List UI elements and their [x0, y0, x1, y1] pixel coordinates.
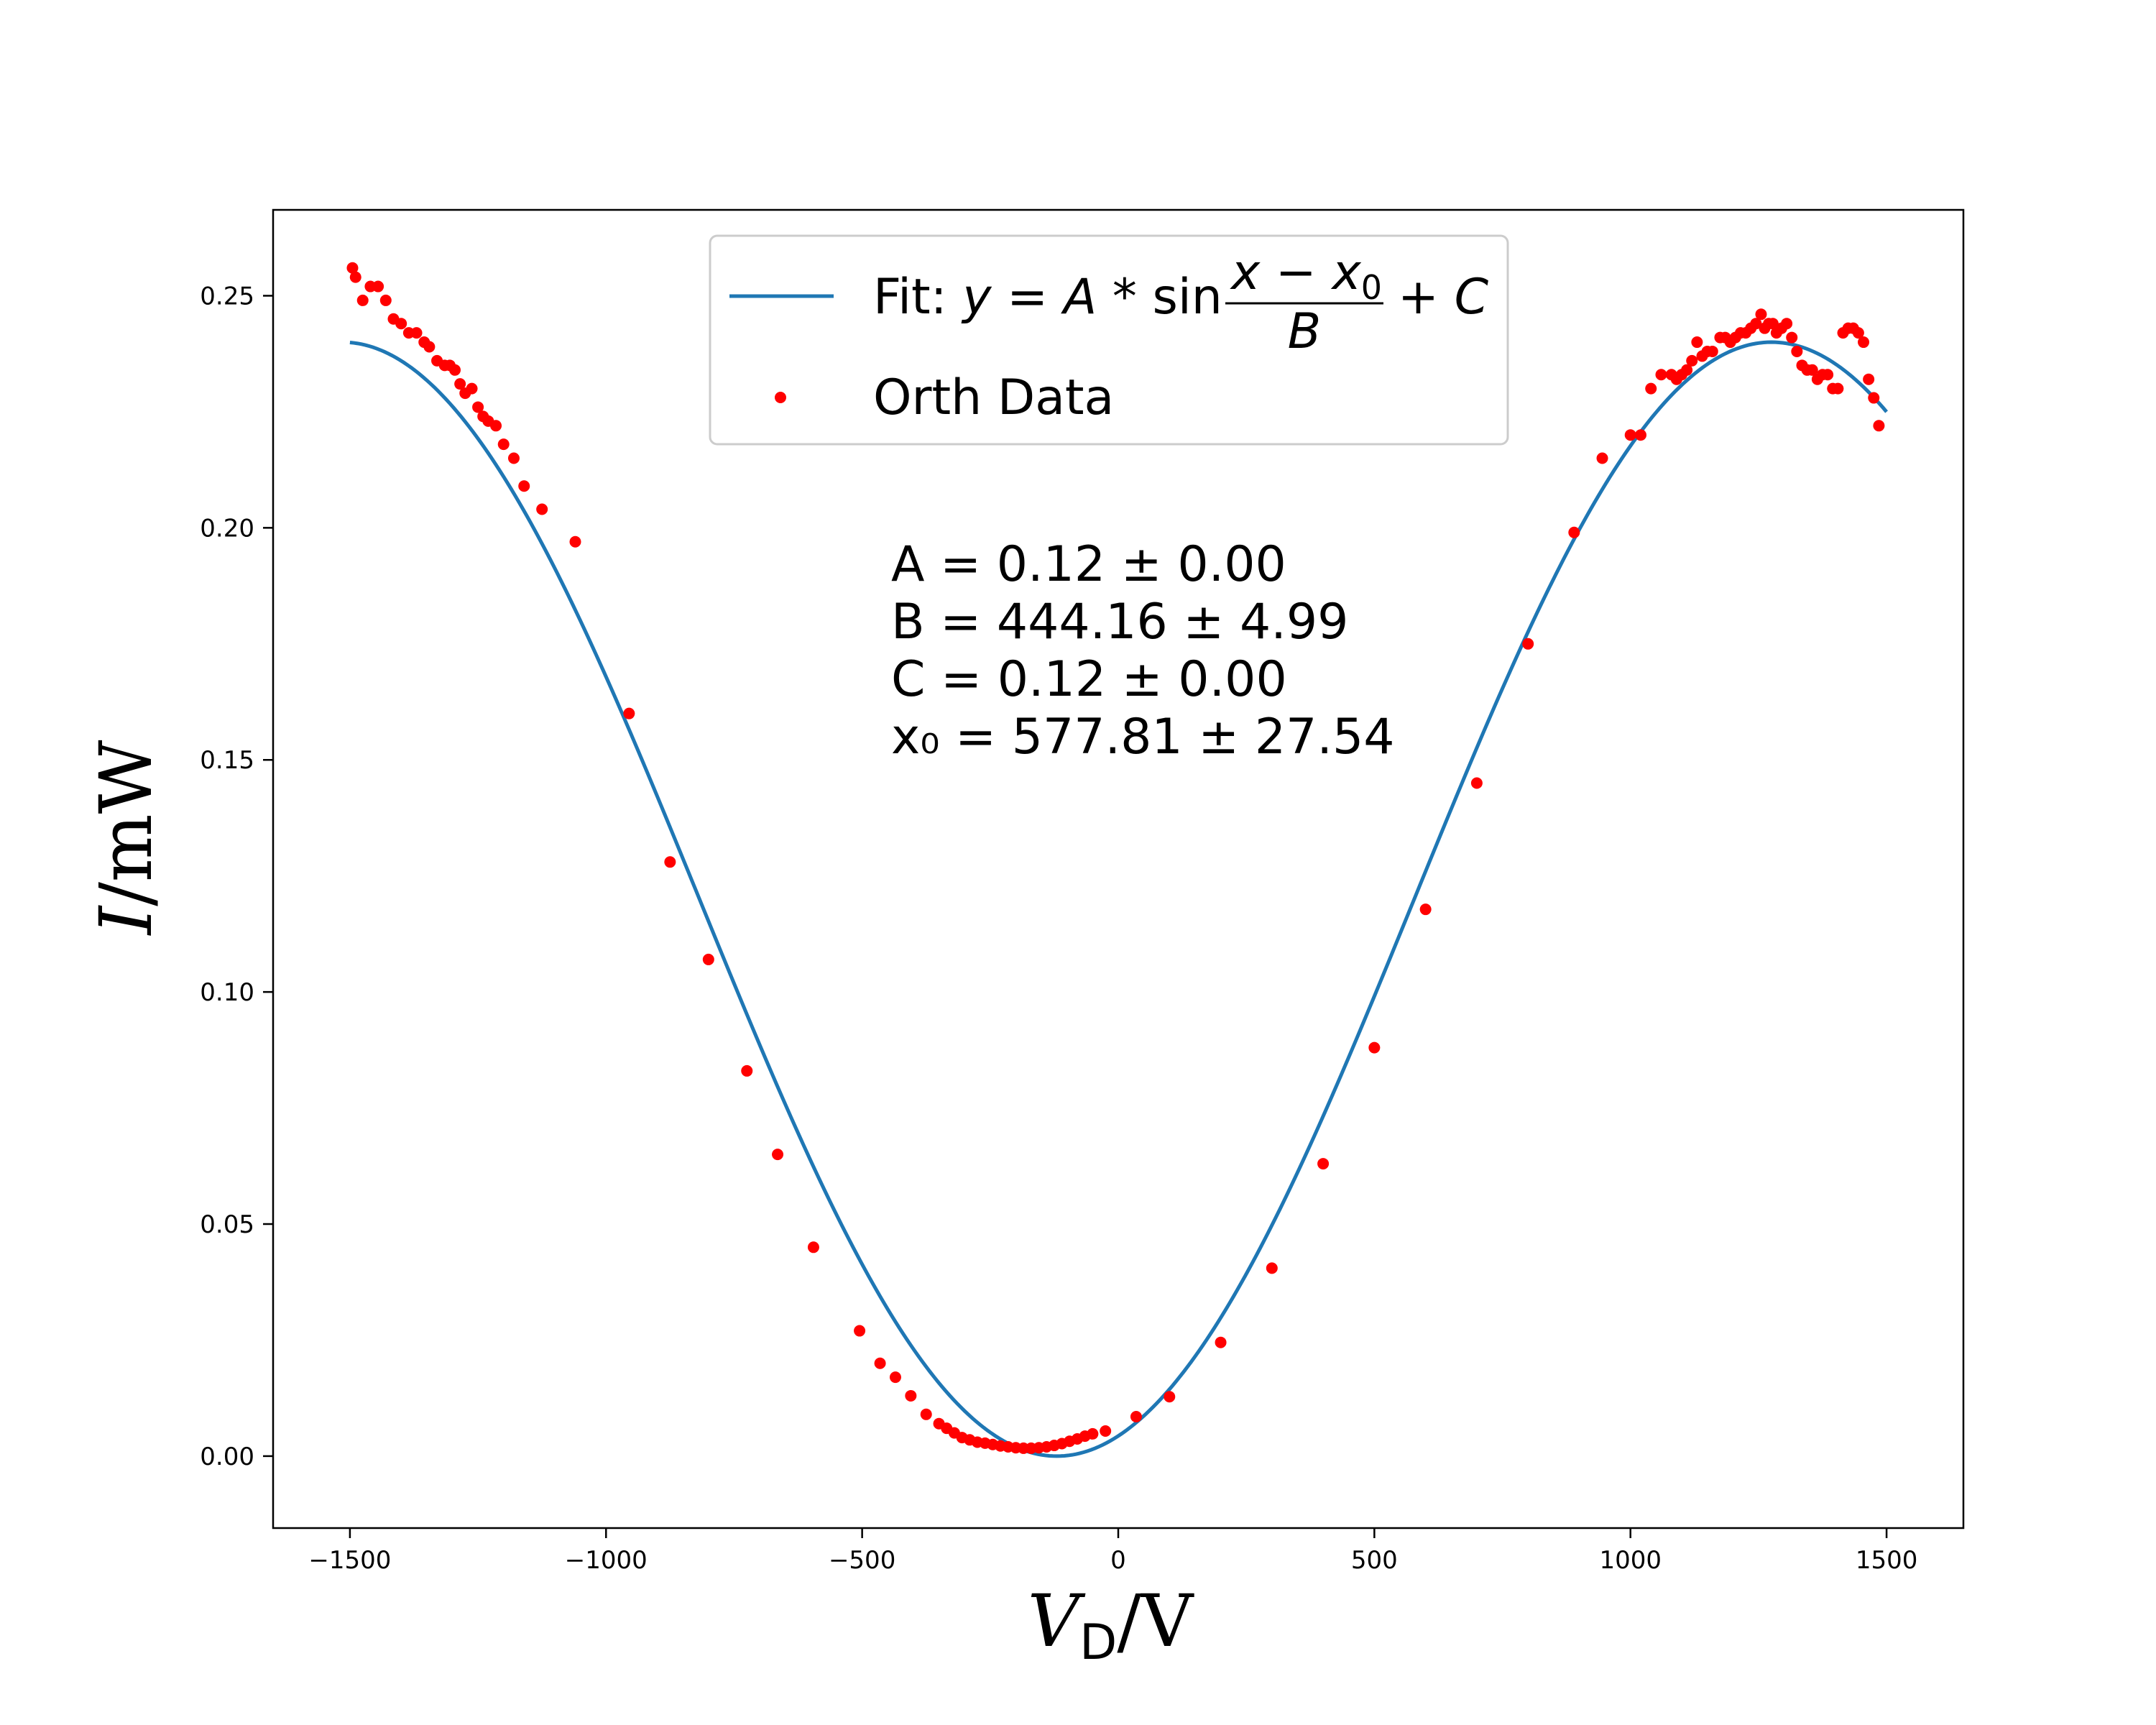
data-point — [1645, 382, 1657, 395]
data-point — [349, 271, 361, 283]
legend-data-label: Orth Data — [873, 369, 1114, 426]
data-point — [372, 280, 384, 293]
data-point — [1852, 327, 1864, 339]
legend-box — [709, 234, 1509, 446]
data-point — [1786, 331, 1798, 344]
y-tick-label: 0.10 — [200, 978, 254, 1007]
data-point — [395, 318, 407, 330]
legend-fit-fraction: x − x0 B — [1225, 244, 1383, 360]
svg-text:B: B — [1288, 303, 1322, 360]
data-point — [466, 382, 478, 395]
fit-curve-line — [349, 340, 1888, 1458]
data-point — [1686, 354, 1698, 367]
data-point — [454, 378, 466, 390]
data-point — [1470, 777, 1483, 789]
y-tick-label: 0.15 — [200, 746, 254, 775]
data-point — [1522, 638, 1534, 650]
legend-fit-label: Fit: y = A * sin — [873, 269, 1222, 326]
data-point — [1691, 336, 1703, 349]
y-tick-label: 0.25 — [200, 282, 254, 310]
data-point — [1596, 452, 1608, 464]
data-point — [1634, 429, 1646, 441]
x-tick-label: −500 — [829, 1546, 895, 1575]
data-point — [874, 1357, 886, 1369]
data-point — [379, 294, 392, 306]
data-point — [356, 294, 369, 306]
data-point — [1655, 369, 1667, 381]
y-axis-ticks: 0.00 0.05 0.10 0.15 0.20 0.25 — [200, 282, 273, 1471]
data-point — [664, 856, 676, 868]
data-point — [1873, 420, 1885, 432]
data-point — [1832, 382, 1844, 395]
data-point — [1087, 1427, 1099, 1440]
data-point — [472, 401, 484, 413]
x-tick-label: 500 — [1351, 1546, 1398, 1575]
data-point — [1755, 308, 1767, 321]
data-point — [905, 1389, 917, 1402]
data-point — [1164, 1391, 1176, 1403]
data-point — [410, 327, 423, 339]
data-point — [854, 1325, 866, 1337]
data-point — [702, 953, 714, 965]
y-axis-label: I/mW — [84, 740, 168, 936]
data-point — [1806, 364, 1818, 376]
data-point — [1681, 364, 1693, 376]
data-point — [1368, 1041, 1381, 1054]
data-point — [1822, 369, 1834, 381]
data-point — [623, 707, 635, 719]
data-point — [889, 1371, 901, 1384]
data-point — [1130, 1411, 1142, 1423]
data-point — [536, 503, 548, 515]
data-point — [1781, 318, 1793, 330]
data-point — [1568, 526, 1580, 538]
x-axis-label: VD/V — [1028, 1579, 1194, 1671]
data-point — [423, 341, 436, 353]
x-axis-ticks: −1500 −1000 −500 0 500 1000 1500 — [308, 1528, 1917, 1575]
x-tick-label: 1000 — [1599, 1546, 1662, 1575]
data-point — [1317, 1158, 1330, 1170]
y-tick-label: 0.05 — [200, 1210, 254, 1239]
x-tick-label: 1500 — [1856, 1546, 1918, 1575]
data-point — [449, 364, 461, 376]
x-tick-label: −1500 — [308, 1546, 391, 1575]
param-a: A = 0.12 ± 0.00 — [891, 536, 1286, 593]
data-point — [1766, 318, 1779, 330]
data-point — [1706, 345, 1718, 357]
legend-fit-suffix: + C — [1398, 269, 1489, 326]
data-point — [1858, 336, 1870, 349]
data-point — [920, 1408, 932, 1420]
data-point — [1419, 903, 1432, 916]
data-point — [1266, 1262, 1278, 1274]
data-point — [497, 438, 510, 451]
data-point — [1868, 392, 1880, 404]
y-tick-label: 0.00 — [200, 1443, 254, 1471]
x-tick-label: 0 — [1110, 1546, 1126, 1575]
param-x0: x₀ = 577.81 ± 27.54 — [891, 709, 1395, 765]
data-point — [569, 535, 581, 548]
data-point — [1750, 318, 1762, 330]
data-point — [1215, 1336, 1227, 1348]
fit-curve-layer — [349, 340, 1888, 1458]
data-point — [772, 1149, 784, 1161]
data-points-layer — [346, 262, 1885, 1454]
data-point — [1863, 373, 1875, 385]
data-point — [518, 480, 530, 492]
data-point — [1791, 345, 1803, 357]
svg-text:x − x0: x − x0 — [1230, 244, 1382, 307]
fit-parameters: A = 0.12 ± 0.00 B = 444.16 ± 4.99 C = 0.… — [891, 536, 1395, 765]
legend: Fit: y = A * sin x − x0 B + C Orth Data — [709, 234, 1509, 446]
x-tick-label: −1000 — [565, 1546, 648, 1575]
data-point — [741, 1064, 753, 1077]
data-point — [807, 1241, 819, 1254]
data-point — [490, 420, 502, 432]
legend-data-swatch — [775, 392, 786, 403]
param-c: C = 0.12 ± 0.00 — [891, 651, 1287, 708]
data-point — [1624, 429, 1636, 441]
data-point — [1100, 1425, 1112, 1438]
param-b: B = 444.16 ± 4.99 — [891, 594, 1348, 650]
y-tick-label: 0.20 — [200, 514, 254, 543]
data-point — [346, 262, 359, 274]
data-point — [507, 452, 520, 464]
